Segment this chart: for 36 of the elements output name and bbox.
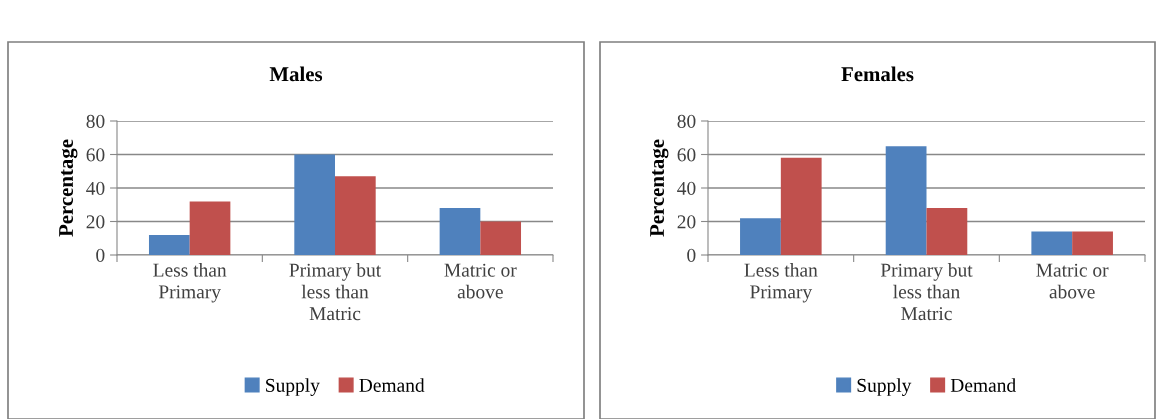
x-tick-label: Primary but less than Matric xyxy=(880,263,973,321)
x-tick-label: Less than Primary xyxy=(744,263,818,303)
bar xyxy=(1072,231,1113,255)
y-tick-label: 20 xyxy=(677,215,696,229)
y-tick-label: 40 xyxy=(86,181,105,195)
bar xyxy=(1031,231,1073,255)
bar xyxy=(294,154,335,255)
y-tick-label: 20 xyxy=(86,215,105,229)
bar xyxy=(885,146,927,255)
bar xyxy=(439,208,481,255)
y-tick-label: 0 xyxy=(687,248,696,262)
y-tick-label: 60 xyxy=(86,148,105,162)
x-tick-label: Primary but less than Matric xyxy=(289,263,382,321)
bar xyxy=(189,201,231,255)
chart-title: Females xyxy=(841,66,914,82)
y-tick-label: 60 xyxy=(677,148,696,162)
chart-title: Males xyxy=(269,66,323,82)
y-axis-title: Percentage xyxy=(59,139,78,237)
y-tick-label: 80 xyxy=(86,114,105,128)
bar xyxy=(480,221,522,255)
y-tick-label: 80 xyxy=(677,114,696,128)
y-axis-title: Percentage xyxy=(650,139,669,237)
x-tick-label: Matric or above xyxy=(1036,263,1109,299)
legend-label: Supply xyxy=(857,378,912,396)
bar xyxy=(335,176,376,255)
y-tick-label: 0 xyxy=(96,248,105,262)
bar xyxy=(740,218,781,255)
bar xyxy=(148,234,190,255)
x-tick-label: Matric or above xyxy=(444,263,517,299)
y-tick-label: 40 xyxy=(677,181,696,195)
x-tick-label: Less than Primary xyxy=(153,263,227,303)
legend-label: Demand xyxy=(950,378,1016,392)
bar xyxy=(780,157,822,255)
legend-label: Supply xyxy=(266,378,320,396)
legend-label: Demand xyxy=(359,378,425,392)
bar xyxy=(926,208,968,255)
